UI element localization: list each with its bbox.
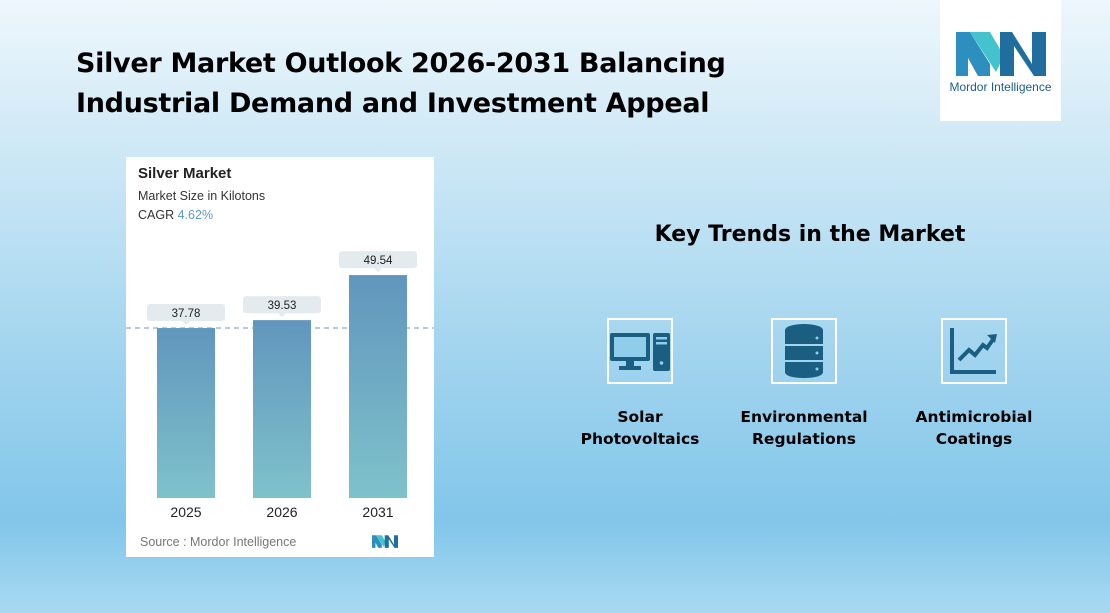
cagr: CAGR 4.62% (138, 208, 213, 222)
chart-title: Silver Market (138, 165, 232, 182)
page-title: Silver Market Outlook 2026-2031 Balancin… (76, 44, 726, 124)
trend-antimicrobial: Antimicrobial Coatings (884, 318, 1064, 450)
trend-label-line2: Photovoltaics (580, 430, 700, 448)
trend-environmental: Environmental Regulations (714, 318, 894, 450)
trend-solar: Solar Photovoltaics (550, 318, 730, 450)
cagr-label: CAGR (138, 208, 175, 222)
logo-mark-icon (955, 31, 1046, 76)
chart-growth-icon (941, 318, 1007, 384)
key-trends-heading: Key Trends in the Market (654, 222, 966, 247)
trend-label-line2: Coatings (935, 430, 1013, 448)
x-tick-label: 2025 (170, 504, 201, 520)
logo-text: Mordor Intelligence (949, 79, 1052, 94)
cagr-value: 4.62% (177, 208, 214, 222)
data-label: 37.78 (172, 308, 201, 320)
bar (349, 275, 407, 498)
bar (157, 327, 215, 498)
title-line-1: Silver Market Outlook 2026-2031 Balancin… (76, 48, 726, 79)
data-label-bg (339, 251, 417, 269)
mordor-logo: Mordor Intelligence (940, 0, 1061, 121)
data-label-pointer (278, 313, 286, 318)
title-line-2: Industrial Demand and Investment Appeal (76, 88, 710, 119)
trend-label-line1: Antimicrobial (915, 408, 1033, 426)
database-icon (771, 318, 837, 384)
data-label-bg (243, 296, 321, 314)
source-text: Source : Mordor Intelligence (140, 535, 297, 549)
trend-label-line1: Solar (617, 408, 663, 426)
data-label-bg (147, 303, 225, 321)
bar-chart: 37.78 2025 39.53 2026 49.54 2031 (126, 251, 434, 520)
computer-icon (607, 318, 673, 384)
trend-label-line2: Regulations (752, 430, 856, 448)
data-label-pointer (374, 268, 382, 273)
data-label: 49.54 (364, 255, 393, 267)
x-tick-label: 2026 (266, 504, 297, 520)
bar (253, 320, 311, 498)
chart-card: Silver Market Market Size in Kilotons CA… (126, 157, 434, 557)
trend-label-line1: Environmental (740, 408, 868, 426)
chart-subtitle: Market Size in Kilotons (138, 189, 266, 203)
source-logo-icon (372, 535, 398, 548)
data-label-pointer (182, 320, 190, 325)
data-label: 39.53 (268, 300, 297, 312)
x-tick-label: 2031 (362, 504, 393, 520)
